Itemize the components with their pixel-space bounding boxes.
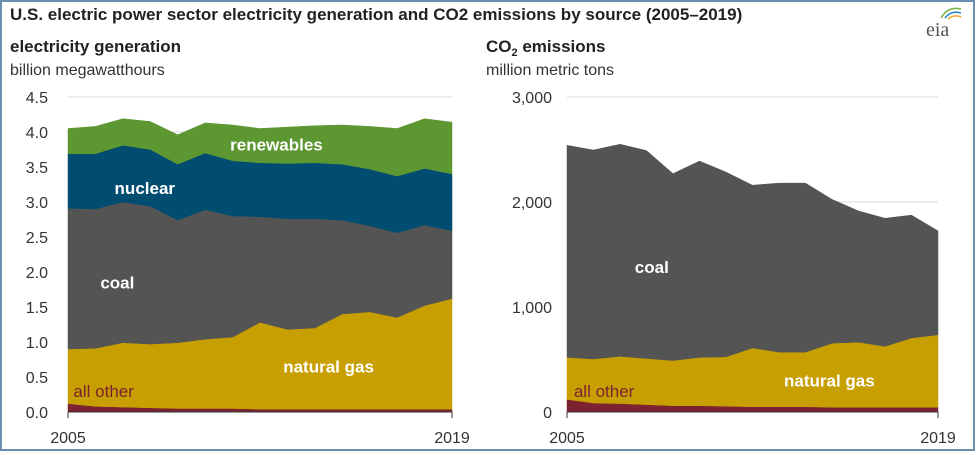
- chart2-x-tick-label: 2019: [920, 430, 956, 447]
- chart1-y-tick-label: 2.5: [26, 230, 48, 247]
- figure-title: U.S. electric power sector electricity g…: [10, 5, 743, 24]
- chart1-subtitle: billion megawatthours: [10, 62, 165, 79]
- chart2-subtitle: million metric tons: [486, 62, 614, 79]
- chart1-label-coal: coal: [100, 274, 134, 293]
- chart1-y-tick-label: 0.5: [26, 370, 48, 387]
- chart1-label-natural-gas: natural gas: [283, 358, 374, 377]
- eia-logo-icon: eia: [926, 7, 962, 40]
- chart2-label-natural-gas: natural gas: [784, 372, 875, 391]
- chart2-y-tick-label: 0: [543, 405, 552, 422]
- chart2-label-all-other: all other: [574, 382, 635, 401]
- chart1-title: electricity generation: [10, 37, 181, 56]
- chart1-label-nuclear: nuclear: [115, 179, 176, 198]
- chart1-y-tick-label: 1.5: [26, 300, 48, 317]
- chart1-label-renewables: renewables: [230, 136, 323, 155]
- chart1-y-tick-label: 4.0: [26, 125, 48, 142]
- chart2-y-tick-label: 2,000: [512, 195, 552, 212]
- chart1-y-tick-label: 2.0: [26, 265, 48, 282]
- chart1-y-tick-label: 3.0: [26, 195, 48, 212]
- chart2-y-tick-label: 3,000: [512, 90, 552, 107]
- chart1-y-tick-label: 1.0: [26, 335, 48, 352]
- chart1-y-tick-label: 3.5: [26, 160, 48, 177]
- chart1-x-tick-label: 2005: [50, 430, 86, 447]
- chart1-y-tick-label: 4.5: [26, 90, 48, 107]
- chart2-title: CO2 emissions: [486, 37, 606, 59]
- chart2-y-tick-label: 1,000: [512, 300, 552, 317]
- eia-logo-text: eia: [926, 19, 949, 40]
- chart1-x-tick-label: 2019: [434, 430, 470, 447]
- chart1-area-renewables: [67, 118, 453, 177]
- chart1-y-tick-label: 0.0: [26, 405, 48, 422]
- chart2-label-coal: coal: [635, 258, 669, 277]
- chart2-x-tick-label: 2005: [549, 430, 585, 447]
- chart2-area-coal: [566, 143, 939, 361]
- chart1-label-all-other: all other: [73, 382, 134, 401]
